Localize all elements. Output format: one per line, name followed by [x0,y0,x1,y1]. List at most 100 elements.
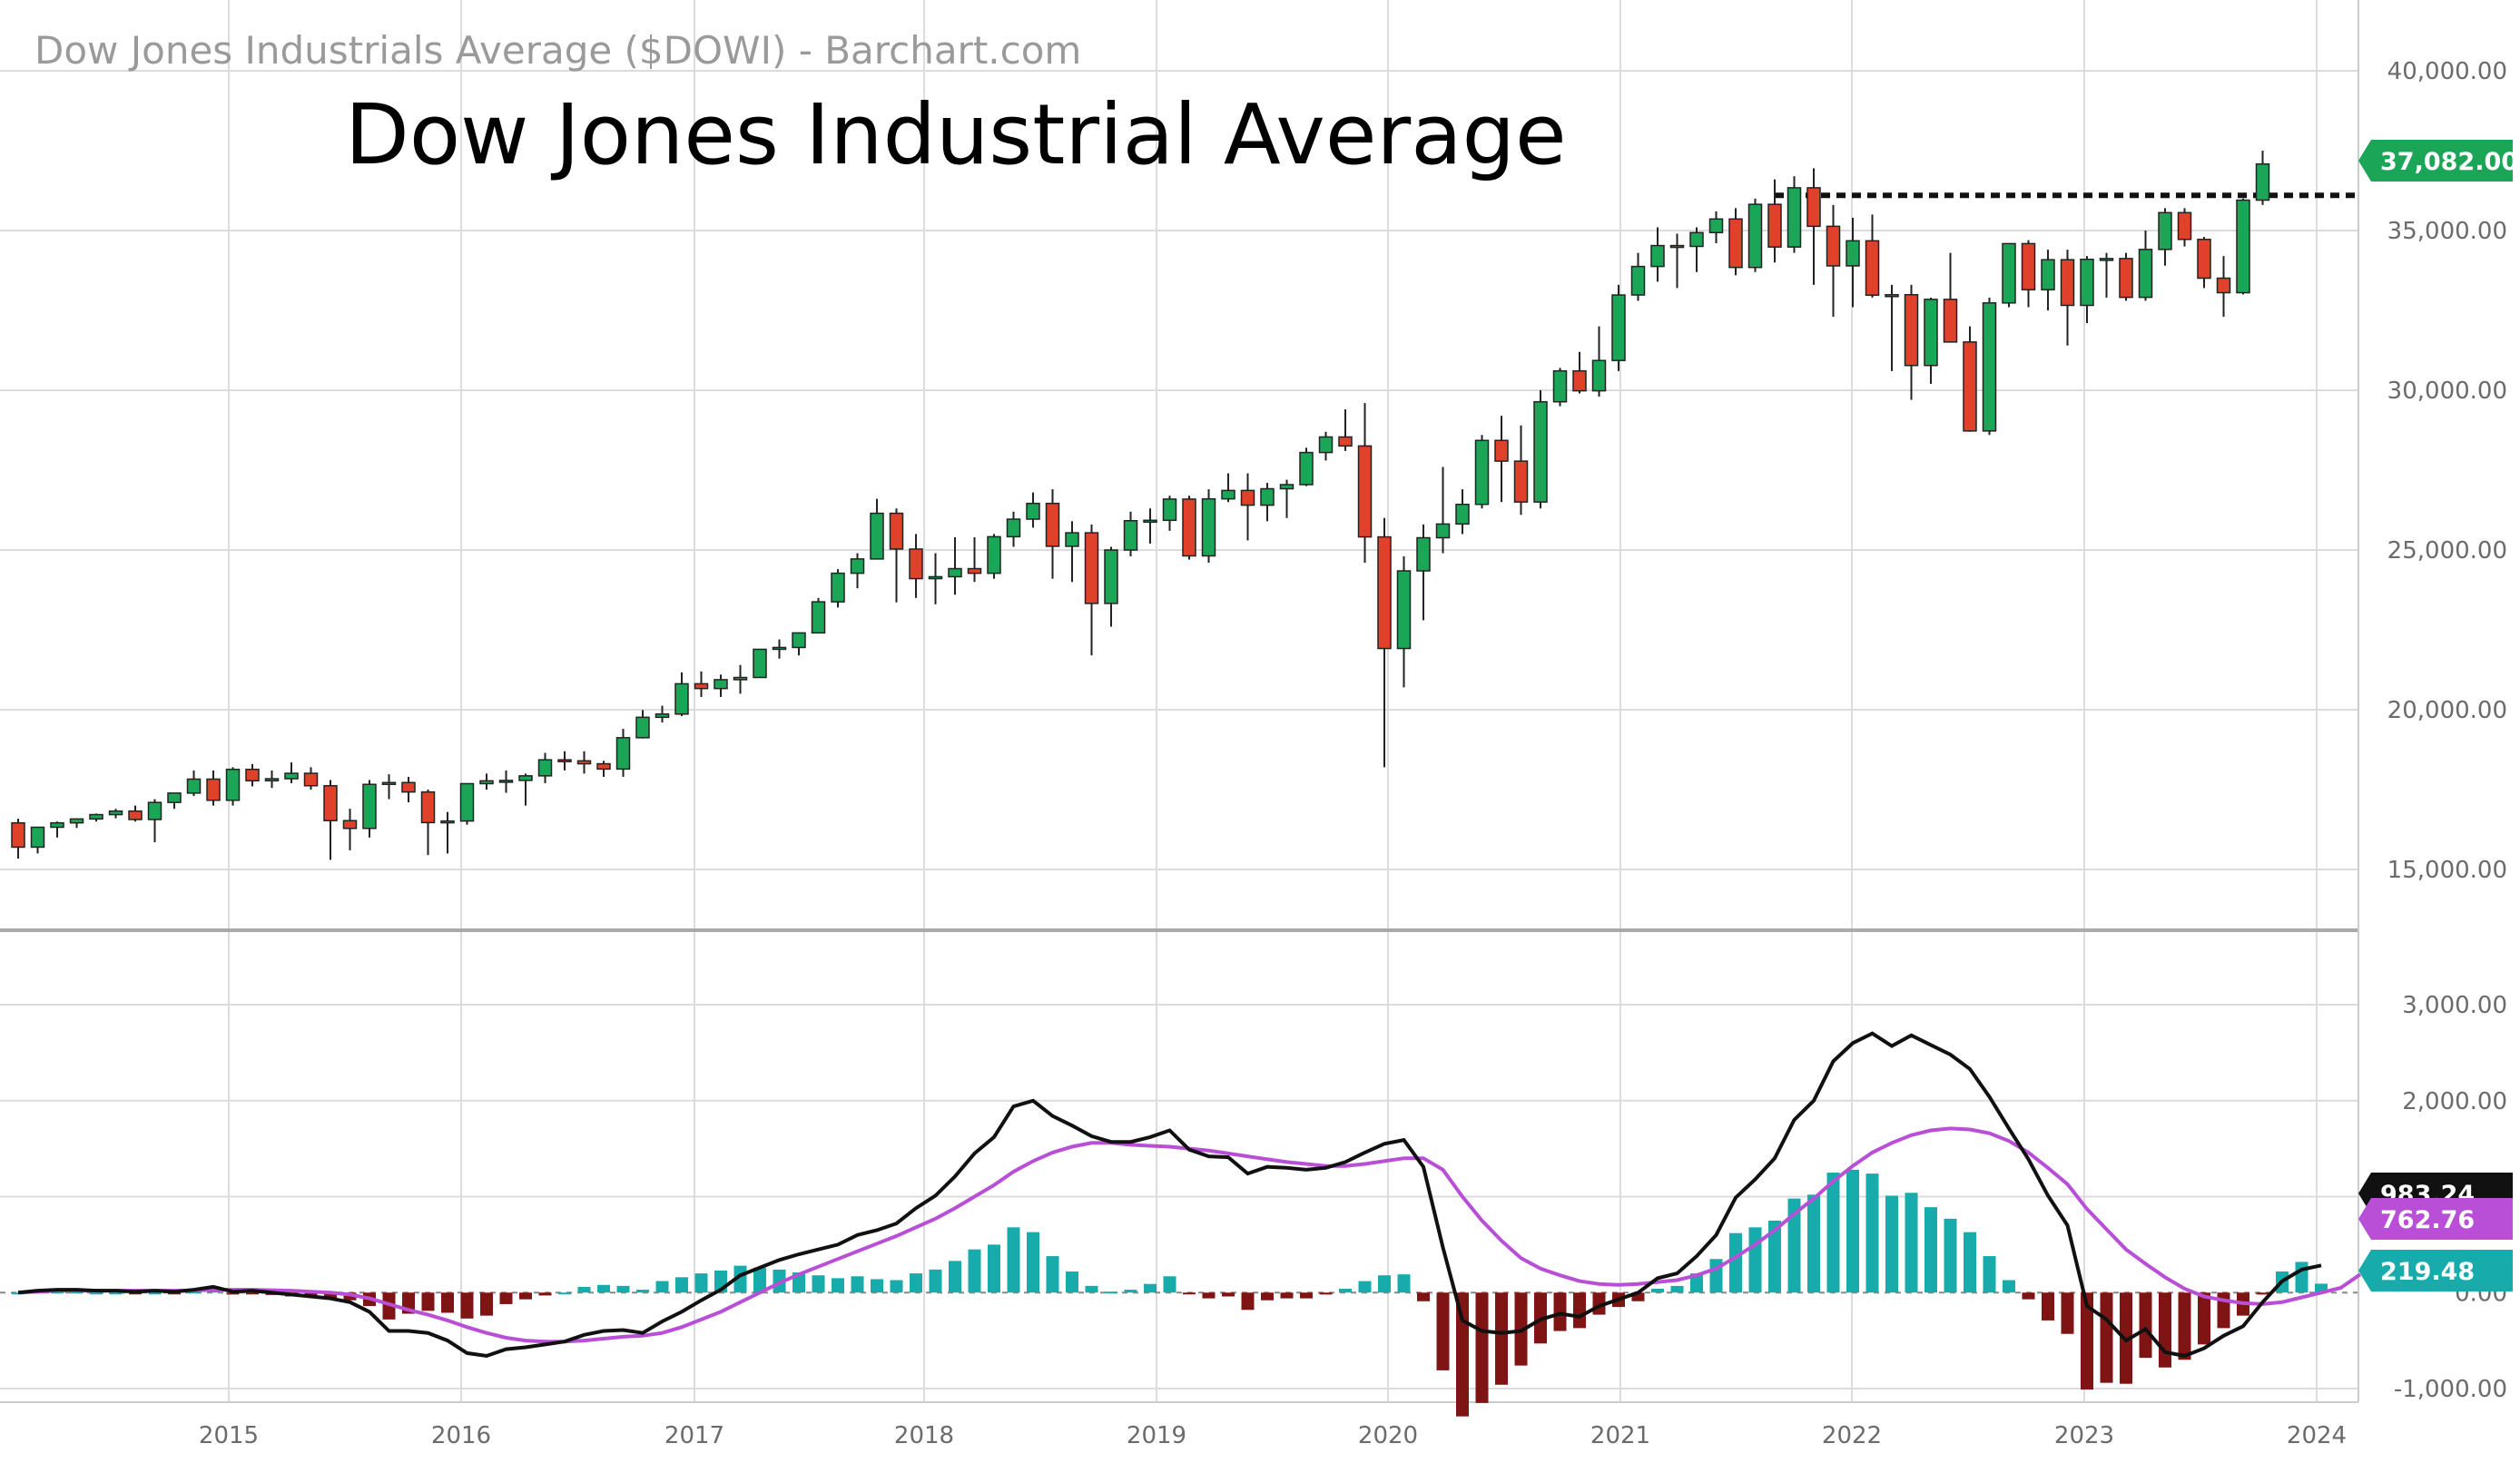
candle-body [987,535,1001,574]
candle-body [635,716,650,739]
candle-body [1494,439,1509,462]
histogram-bar [1436,1292,1450,1370]
histogram-bar [1865,1173,1879,1293]
histogram-bar [2178,1292,2191,1360]
histogram-bar [1944,1218,1957,1293]
candle-body [284,772,299,780]
histogram-bar [2295,1262,2308,1293]
histogram-bar [694,1273,708,1293]
candle-body [2080,259,2094,307]
candle-body [1572,369,1587,392]
candle-body [674,682,689,715]
price-axis-labels: 15,000.00 20,000.00 25,000.00 30,000.00 35,0… [2387,58,2507,884]
candle-body [1728,218,1743,269]
histogram-bar [1202,1292,1216,1299]
candle-body [870,512,884,560]
candle-body [1669,244,1685,249]
candle-body [948,567,962,578]
histogram-bar [1241,1292,1255,1311]
candle-body [928,575,943,580]
histogram-bar [1807,1194,1820,1293]
signal-badge-bg [2358,1198,2513,1240]
histogram-bar [2100,1292,2113,1383]
candle-body [2119,258,2133,299]
candle-body [1026,502,1040,520]
histogram-bar [2159,1292,2171,1368]
histogram-bar [90,1292,103,1295]
x-tick-label: 2018 [894,1422,954,1449]
chart-title: Dow Jones Industrial Average [345,86,1567,183]
candle-body [1260,487,1275,506]
candle-body [1338,436,1353,447]
candle-body [1787,187,1802,248]
candle-body [1182,498,1196,557]
histogram-bar [753,1267,766,1293]
candle-body [576,760,592,765]
histogram-bar [1573,1292,1586,1329]
histogram-bar [1319,1292,1333,1295]
candle-body [30,826,45,849]
candle-body [128,810,143,820]
candle-body [811,601,826,634]
histogram-bar [1222,1292,1235,1297]
candle-body [498,780,514,783]
histogram-bar [1651,1289,1664,1293]
candle-body [2197,239,2211,280]
candle-body [655,713,670,719]
candle-body [1885,294,1899,298]
candle-body [89,813,103,820]
candle-body [1943,299,1958,343]
histogram-bar [382,1292,396,1320]
histogram-bar [890,1280,903,1293]
histogram-bar [832,1278,844,1293]
macd-tick-label: -1,000.00 [2394,1376,2507,1403]
price-badge: 37,082.00 [2358,140,2518,182]
candle-body [459,782,475,822]
candle-body [1006,518,1021,538]
candle-body [1630,265,1646,296]
histogram-bar [246,1292,259,1295]
signal-badge-value: 762.76 [2380,1206,2475,1234]
histogram-bar [1358,1281,1372,1293]
candle-body [479,780,494,785]
price-badge-value: 37,082.00 [2380,148,2518,176]
candle-body [1904,294,1919,367]
candle-body [167,792,182,803]
histogram-bar [1885,1195,1898,1293]
candle-body [772,646,787,651]
histogram-bar [851,1276,864,1293]
candle-body [2002,242,2016,304]
histogram-bar [1905,1193,1918,1293]
histogram-bar [1339,1289,1352,1293]
histogram-bar [1631,1292,1645,1301]
histogram-bar [597,1284,610,1293]
histogram-bar [1729,1232,1742,1293]
candle-body [2021,242,2036,290]
histogram-bar [12,1292,25,1295]
price-tick-label: 20,000.00 [2387,697,2507,724]
candle-body [2138,249,2153,299]
candle-body [2216,277,2231,294]
histogram-bar [675,1277,688,1293]
candle-body [733,676,748,681]
histogram-bar [499,1292,513,1304]
histogram-bar [1924,1207,1937,1293]
candle-body [1865,240,1880,296]
candle-body [1806,187,1821,228]
histogram-bar [51,1291,64,1294]
macd-line [17,1031,2322,1359]
x-tick-label: 2016 [431,1422,491,1449]
histogram-bar [109,1292,123,1295]
candle-body [537,759,553,777]
histogram-bar [2315,1283,2328,1293]
histogram-bar [2081,1292,2093,1390]
histogram-bar [655,1281,669,1293]
histogram-bar [2042,1292,2054,1321]
candle-body [1416,536,1431,572]
candle-body [69,818,84,824]
histogram-bar [1553,1292,1567,1331]
histogram-bar [871,1279,883,1293]
histogram-badge: 219.48 [2358,1250,2513,1291]
histogram-bar [2061,1292,2074,1334]
